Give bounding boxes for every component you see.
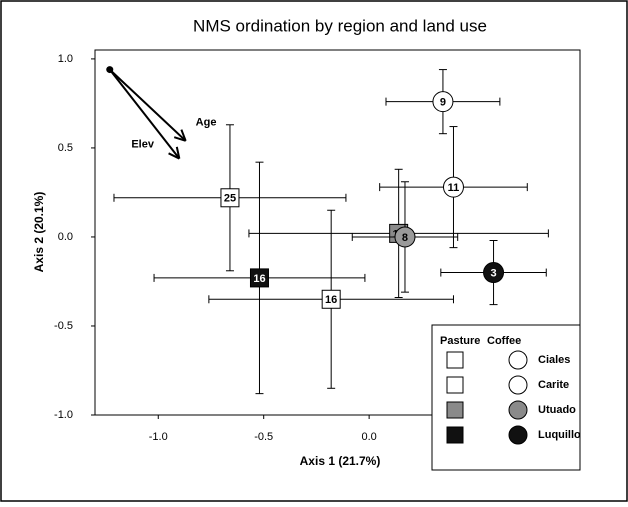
arrow-head	[168, 152, 180, 160]
legend	[431, 324, 581, 471]
point-label: 11	[448, 182, 460, 194]
legend-circle	[508, 425, 528, 445]
legend-label: Carite	[538, 379, 569, 391]
x-tick-label: -1.0	[149, 431, 168, 443]
point	[442, 176, 464, 198]
point	[321, 289, 341, 309]
legend-circle	[508, 400, 528, 420]
x-tick-label: -0.5	[254, 431, 273, 443]
x-axis-label: Axis 1 (21.7%)	[300, 454, 381, 468]
y-tick-label: 0.5	[58, 142, 73, 154]
legend-circle	[508, 375, 528, 395]
legend-circle	[508, 350, 528, 370]
legend-label: Ciales	[538, 354, 570, 366]
point	[249, 268, 269, 288]
legend-square	[446, 351, 464, 369]
point	[483, 262, 505, 284]
point	[432, 91, 454, 113]
y-tick-label: 0.0	[58, 231, 73, 243]
point	[220, 188, 240, 208]
y-tick-label: -0.5	[54, 320, 73, 332]
x-tick-label: 0.0	[361, 431, 376, 443]
vector-origin	[106, 66, 114, 74]
legend-label: Luquillo	[538, 429, 581, 441]
point-label: 9	[440, 97, 446, 109]
point-label: 25	[224, 193, 236, 205]
y-axis-label: Axis 2 (20.1%)	[32, 192, 46, 273]
legend-square	[446, 401, 464, 419]
y-tick-label: -1.0	[54, 409, 73, 421]
arrow-head	[175, 146, 181, 159]
legend-header: Coffee	[487, 335, 521, 347]
vector	[109, 68, 187, 142]
point-label: 16	[325, 294, 337, 306]
legend-square	[446, 426, 464, 444]
vector-label: Age	[196, 117, 217, 129]
point-label: 8	[402, 232, 408, 244]
legend-square	[446, 376, 464, 394]
point-label: 3	[490, 267, 496, 279]
vector	[108, 68, 181, 160]
legend-header: Pasture	[440, 335, 480, 347]
arrow-head	[173, 136, 186, 142]
vector-label: Elev	[131, 139, 155, 151]
point	[394, 226, 416, 248]
legend-label: Utuado	[538, 404, 576, 416]
y-tick-label: 1.0	[58, 53, 73, 65]
chart-title: NMS ordination by region and land use	[193, 16, 487, 35]
point-label: 16	[253, 273, 265, 285]
arrow-head	[180, 129, 187, 142]
